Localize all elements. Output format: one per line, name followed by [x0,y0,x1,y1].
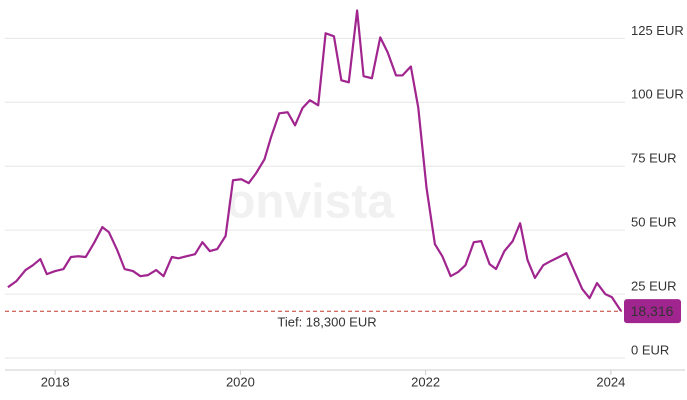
x-tick-label: 2022 [411,374,440,389]
y-tick-label: 100 EUR [631,87,684,102]
current-badge [624,299,681,324]
y-tick-label: 75 EUR [631,151,677,166]
y-tick-label: 125 EUR [631,23,684,38]
x-tick-label: 2018 [41,374,70,389]
current-label: 18,316 [631,303,674,319]
x-tick-label: 2024 [596,374,625,389]
price-line [7,9,622,312]
y-tick-label: 25 EUR [631,279,677,294]
x-tick-label: 2020 [226,374,255,389]
y-tick-label: 50 EUR [631,215,677,230]
watermark: onvista [226,176,394,229]
y-tick-label: 0 EUR [631,342,669,357]
low-label: Tief: 18,300 EUR [277,315,376,330]
